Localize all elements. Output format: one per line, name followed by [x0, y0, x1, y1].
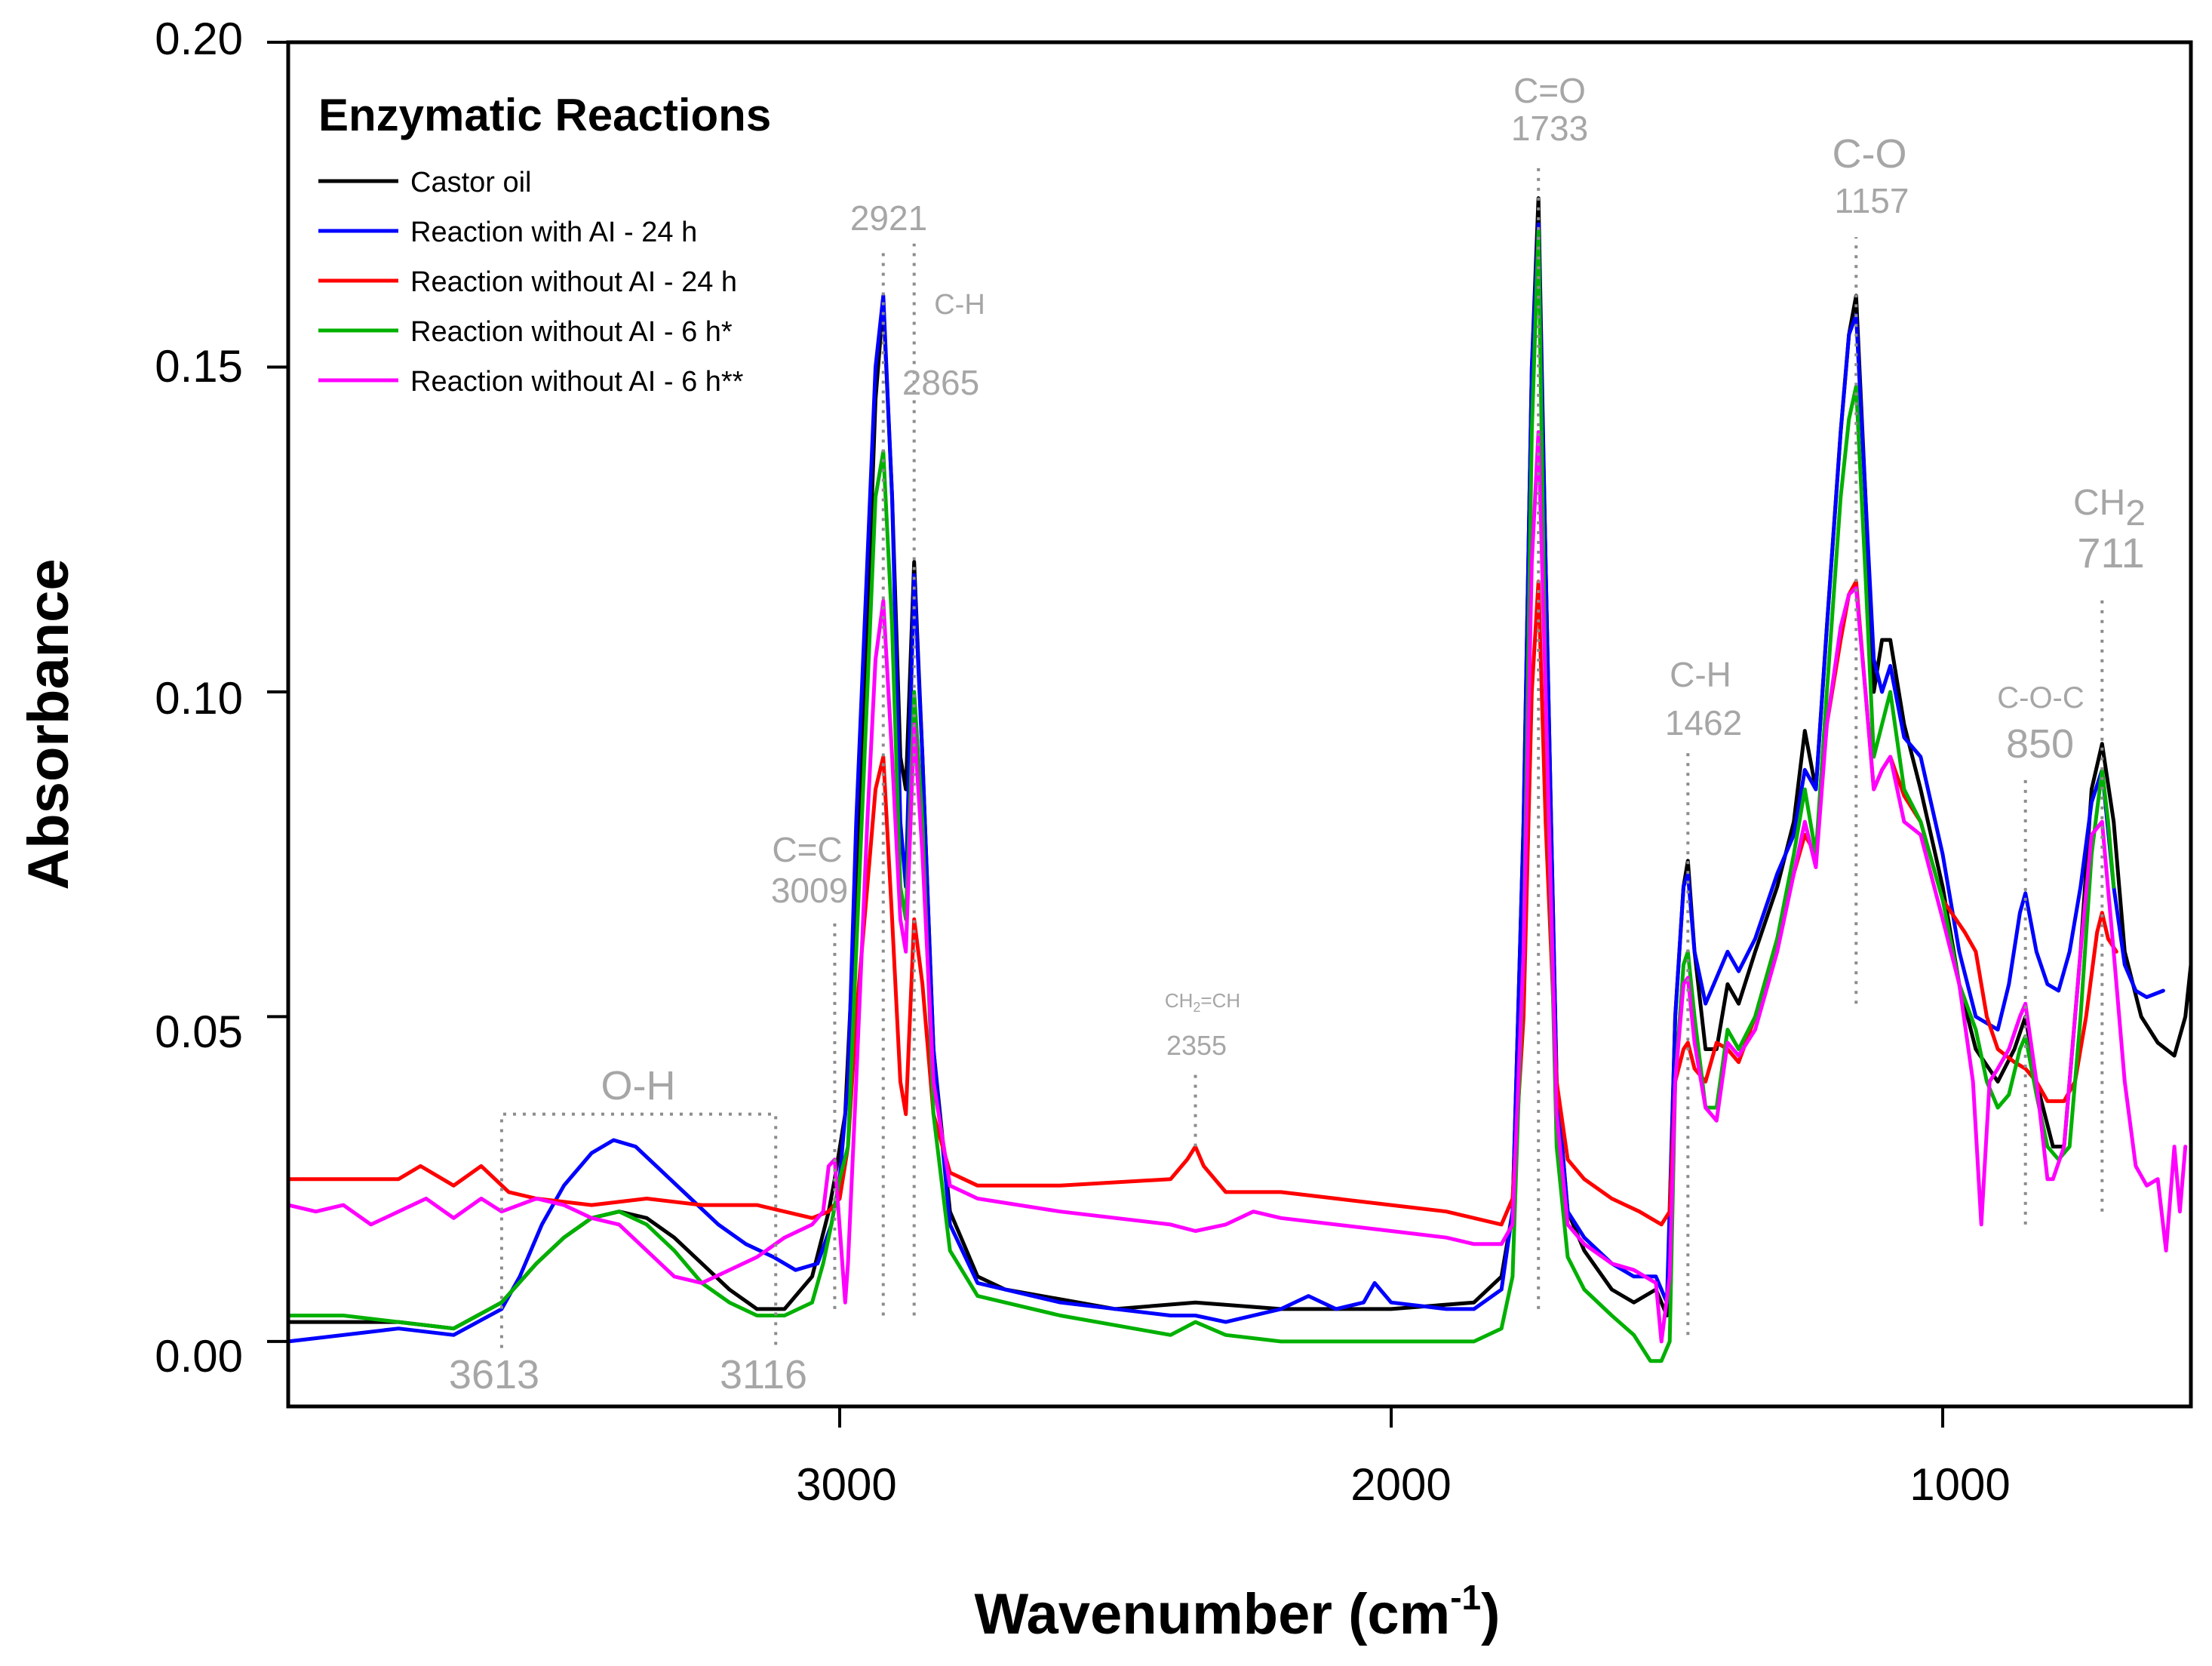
y-axis-title: Absorbance	[17, 558, 81, 890]
annotation-label: C=C	[772, 830, 842, 869]
annotation-label: 3116	[720, 1352, 807, 1397]
series-layer	[286, 196, 2193, 1363]
y-tick-label: 0.15	[155, 341, 243, 392]
annotation-label: 1157	[1835, 181, 1909, 220]
annotation-label: C=O	[1513, 71, 1586, 110]
plot-frame	[286, 40, 2193, 1409]
annotation-label: 1462	[1665, 703, 1742, 742]
axis-ticks	[267, 41, 1945, 1428]
y-tick-label: 0.20	[155, 14, 243, 64]
annotation-label: C-O-C	[1997, 681, 2085, 715]
peak-markers	[499, 165, 2104, 1348]
legend-label: Reaction without AI - 6 h*	[410, 316, 733, 348]
x-tick-label: 3000	[796, 1459, 896, 1510]
annotation-label: C-H	[934, 289, 985, 321]
legend-title: Enzymatic Reactions	[318, 90, 771, 140]
annotation-label: CH2	[2073, 483, 2146, 533]
x-tick-label: 2000	[1350, 1459, 1451, 1510]
x-axis-title: Wavenumber (cm-1)	[975, 1578, 1501, 1646]
annotations: O-H 3613 3116 C=C 3009 2921 C-H 2865 CH2…	[449, 71, 2146, 1397]
annotation-label: 711	[2077, 529, 2144, 576]
annotation-label: CH2=CH	[1165, 989, 1240, 1015]
series-line-2	[286, 222, 2165, 1344]
annotation-label: 1733	[1511, 109, 1588, 148]
legend-label: Reaction without AI - 6 h**	[410, 366, 744, 398]
series-line-3	[286, 579, 2118, 1227]
annotation-label: 2921	[850, 198, 927, 238]
y-tick-label: 0.00	[155, 1331, 243, 1382]
legend-label: Reaction without AI - 24 h	[410, 266, 737, 298]
legend-label: Reaction with AI - 24 h	[410, 217, 697, 248]
legend: Enzymatic Reactions Castor oil Reaction …	[318, 90, 771, 398]
y-tick-label: 0.05	[155, 1007, 243, 1057]
x-tick-label: 1000	[1909, 1459, 2010, 1510]
series-line-5	[286, 430, 2188, 1344]
annotation-label: 2355	[1166, 1030, 1227, 1061]
annotation-label: 2865	[902, 363, 979, 402]
legend-label: Castor oil	[410, 167, 532, 198]
annotation-label: C-H	[1670, 655, 1731, 694]
annotation-label: O-H	[601, 1063, 676, 1108]
series-line-4	[286, 229, 2116, 1363]
annotation-label: 3613	[449, 1352, 539, 1397]
annotation-label: 850	[2006, 721, 2074, 767]
annotation-label: 3009	[771, 871, 848, 910]
annotation-label: C-O	[1833, 131, 1907, 177]
y-tick-label: 0.10	[155, 673, 243, 724]
